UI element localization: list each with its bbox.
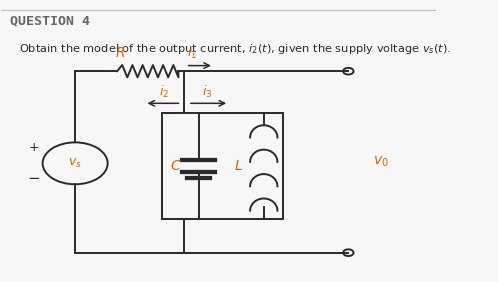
Text: $i_3$: $i_3$ [202, 84, 213, 100]
Text: QUESTION 4: QUESTION 4 [10, 14, 90, 27]
Text: +: + [28, 142, 39, 155]
Text: $i_2$: $i_2$ [159, 84, 169, 100]
Text: R: R [116, 46, 125, 60]
Text: $i_1$: $i_1$ [187, 45, 197, 61]
Text: Obtain the model of the output current, $i_2(t)$, given the supply voltage $v_s(: Obtain the model of the output current, … [19, 42, 451, 56]
Text: −: − [27, 171, 40, 186]
Text: L: L [235, 159, 243, 173]
Text: $v_s$: $v_s$ [68, 157, 82, 170]
Text: $v_0$: $v_0$ [373, 155, 389, 169]
Text: C: C [170, 159, 180, 173]
Circle shape [343, 249, 354, 256]
Bar [162, 113, 283, 219]
Circle shape [343, 68, 354, 74]
